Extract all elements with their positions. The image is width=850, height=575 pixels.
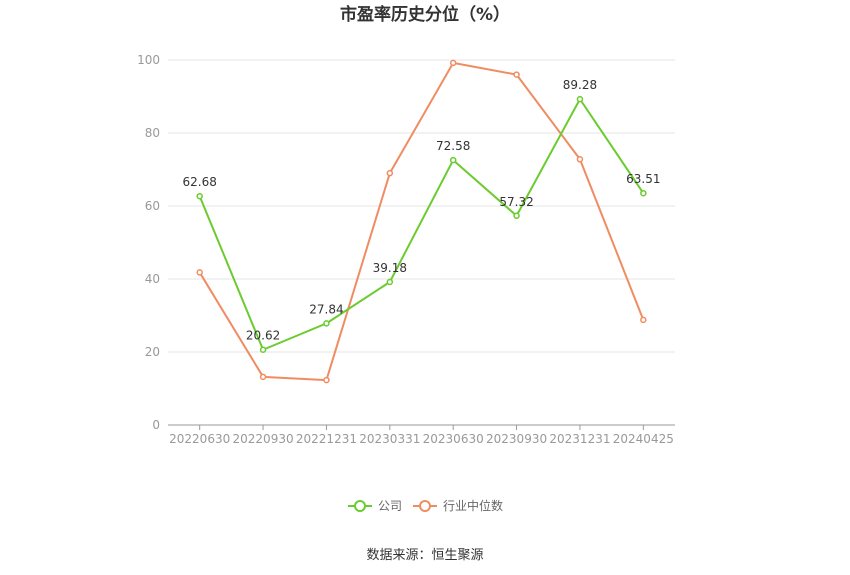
- legend-item-industry-median[interactable]: 行业中位数: [413, 498, 503, 513]
- x-tick-label: 20220630: [169, 432, 230, 446]
- series-layer: [196, 59, 647, 384]
- point-company: [513, 212, 520, 220]
- point-company: [386, 278, 394, 286]
- x-tick-label: 20220930: [233, 432, 294, 446]
- data-label-company: 62.68: [183, 175, 217, 189]
- point-company: [196, 192, 203, 200]
- series-line-industry-median: [198, 61, 645, 382]
- point-industry-median: [323, 376, 330, 384]
- point-company: [449, 156, 457, 164]
- x-tick-label: 20221231: [296, 432, 357, 446]
- y-tick-label: 40: [145, 272, 160, 286]
- legend-label-industry-median: 行业中位数: [443, 498, 503, 513]
- y-axis-ticks: 0 20 40 60 80 100: [137, 53, 160, 432]
- data-label-company: 27.84: [309, 302, 343, 316]
- point-company: [259, 346, 267, 353]
- point-industry-median: [513, 71, 520, 78]
- x-tick-label: 20240425: [613, 432, 674, 446]
- point-industry-median: [576, 156, 584, 163]
- y-tick-label: 20: [145, 345, 160, 359]
- legend-swatch-company-marker: [354, 500, 366, 512]
- y-tick-label: 0: [152, 418, 160, 432]
- point-company: [576, 95, 584, 103]
- point-company: [323, 320, 330, 327]
- data-label-company: 72.58: [436, 139, 470, 153]
- data-label-company: 63.51: [626, 172, 660, 186]
- data-label-company: 89.28: [563, 78, 597, 92]
- legend-label-company: 公司: [378, 499, 402, 513]
- series-line-company: [198, 98, 645, 351]
- legend-item-company[interactable]: 公司: [348, 499, 402, 513]
- point-company: [640, 189, 647, 197]
- point-industry-median: [386, 169, 394, 177]
- data-label-company: 39.18: [373, 261, 407, 275]
- source-note: 数据来源：恒生聚源: [366, 548, 483, 563]
- y-tick-label: 60: [145, 199, 160, 213]
- x-tick-label: 20230630: [423, 432, 484, 446]
- point-industry-median: [196, 269, 203, 276]
- point-industry-median: [640, 316, 647, 324]
- data-label-company: 57.32: [499, 195, 533, 209]
- legend-swatch-industry-marker: [419, 500, 431, 512]
- x-axis-ticks: 20220630 20220930 20221231 20230331 20230630…: [169, 425, 674, 446]
- y-tick-label: 100: [137, 53, 160, 67]
- data-labels: 62.68 20.62 27.84 39.18 72.58 57.32 89.28 63.51: [183, 78, 661, 343]
- point-industry-median: [449, 59, 457, 67]
- grid-lines: [168, 59, 675, 353]
- x-tick-label: 20231231: [549, 432, 610, 446]
- point-industry-median: [259, 373, 267, 381]
- chart-title: 市盈率历史分位（%）: [340, 4, 510, 25]
- x-tick-label: 20230930: [486, 432, 547, 446]
- data-label-company: 20.62: [246, 329, 280, 343]
- y-tick-label: 80: [145, 126, 160, 140]
- x-tick-label: 20230331: [359, 432, 420, 446]
- legend[interactable]: 公司 行业中位数: [348, 498, 503, 513]
